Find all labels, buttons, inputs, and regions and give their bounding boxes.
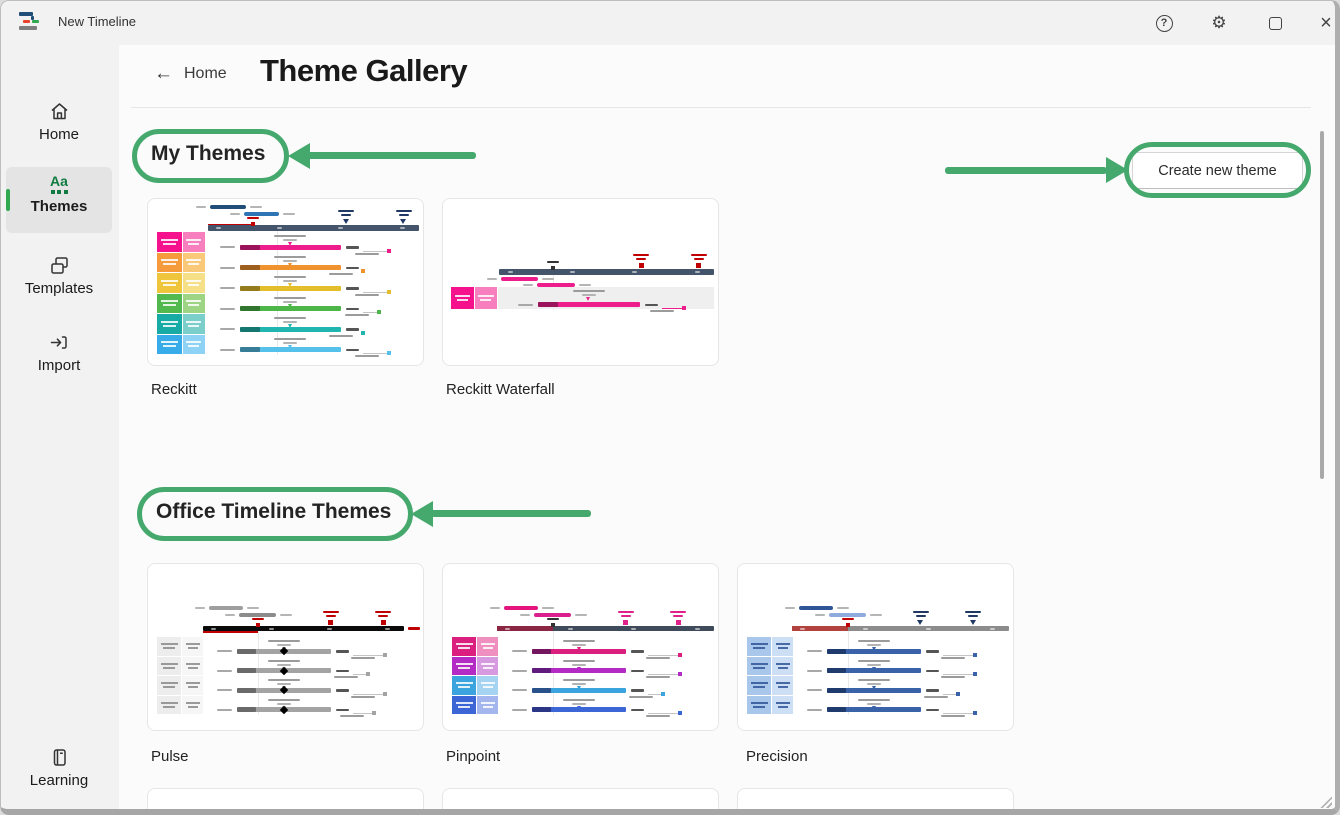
sidebar-item-label: Import	[37, 357, 81, 374]
help-button[interactable]: ?	[1141, 5, 1187, 41]
sidebar-item-label: Learning	[29, 772, 89, 789]
header-divider	[131, 107, 1311, 108]
create-new-theme-button[interactable]: Create new theme	[1132, 152, 1303, 189]
window-title: New Timeline	[58, 14, 137, 29]
vertical-scrollbar[interactable]	[1320, 131, 1324, 479]
templates-icon	[50, 257, 68, 274]
theme-name: Reckitt	[151, 381, 197, 398]
breadcrumb-home[interactable]: Home	[184, 65, 227, 82]
sidebar-item-home[interactable]: Home	[6, 93, 112, 151]
theme-name: Pinpoint	[446, 748, 501, 765]
close-button[interactable]: ×	[1303, 5, 1335, 41]
sidebar-item-learning[interactable]: Learning	[6, 739, 112, 797]
sidebar-item-import[interactable]: Import	[6, 324, 112, 382]
sidebar-item-label: Templates	[24, 280, 94, 297]
maximize-button[interactable]	[1252, 5, 1298, 41]
theme-card-partial[interactable]	[442, 788, 719, 809]
import-icon	[50, 336, 67, 349]
app-logo-icon	[19, 12, 41, 32]
theme-card-reckitt[interactable]	[147, 198, 424, 366]
theme-thumbnail	[738, 564, 1013, 730]
page-title: Theme Gallery	[260, 53, 468, 88]
theme-card-pulse[interactable]	[147, 563, 424, 731]
theme-card-partial[interactable]	[737, 788, 1014, 809]
gear-icon: ⚙	[1211, 13, 1227, 32]
sidebar-item-label: Themes	[30, 198, 88, 215]
sidebar-item-label: Home	[38, 126, 79, 143]
sidebar-item-templates[interactable]: Templates	[6, 247, 112, 305]
section-title-office-timeline-themes: Office Timeline Themes	[156, 500, 392, 523]
sidebar-item-themes[interactable]: Aa Themes	[6, 167, 112, 233]
theme-card-pinpoint[interactable]	[442, 563, 719, 731]
section-title-my-themes: My Themes	[151, 142, 266, 165]
theme-thumbnail	[443, 199, 718, 365]
themes-icon: Aa	[6, 174, 112, 194]
theme-thumbnail	[148, 564, 423, 730]
theme-card-precision[interactable]	[737, 563, 1014, 731]
home-icon	[51, 103, 67, 120]
help-icon: ?	[1155, 14, 1173, 32]
sidebar: Home Aa Themes Templates Import	[1, 45, 119, 809]
theme-card-partial[interactable]	[147, 788, 424, 809]
titlebar: New Timeline ? ⚙ ×	[1, 1, 1335, 45]
theme-name: Pulse	[151, 748, 189, 765]
theme-card-reckitt-waterfall[interactable]	[442, 198, 719, 366]
close-icon: ×	[1320, 11, 1332, 34]
selection-indicator	[6, 189, 10, 211]
settings-button[interactable]: ⚙	[1196, 5, 1242, 41]
learning-icon	[53, 749, 66, 766]
back-arrow-icon[interactable]: ←	[154, 63, 173, 84]
maximize-icon	[1268, 16, 1282, 30]
theme-name: Precision	[746, 748, 808, 765]
theme-name: Reckitt Waterfall	[446, 381, 555, 398]
theme-thumbnail	[148, 199, 423, 365]
theme-thumbnail	[443, 564, 718, 730]
